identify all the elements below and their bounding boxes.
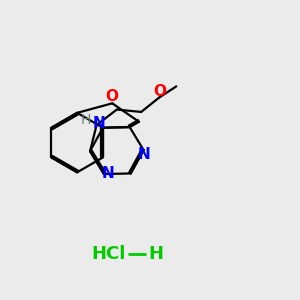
Text: H: H [148,245,164,263]
Text: N: N [101,166,114,181]
Text: N: N [138,147,151,162]
Text: O: O [105,89,118,104]
Text: HCl: HCl [92,245,126,263]
Text: N: N [93,116,105,131]
Text: H: H [81,113,92,127]
Text: O: O [153,84,166,99]
